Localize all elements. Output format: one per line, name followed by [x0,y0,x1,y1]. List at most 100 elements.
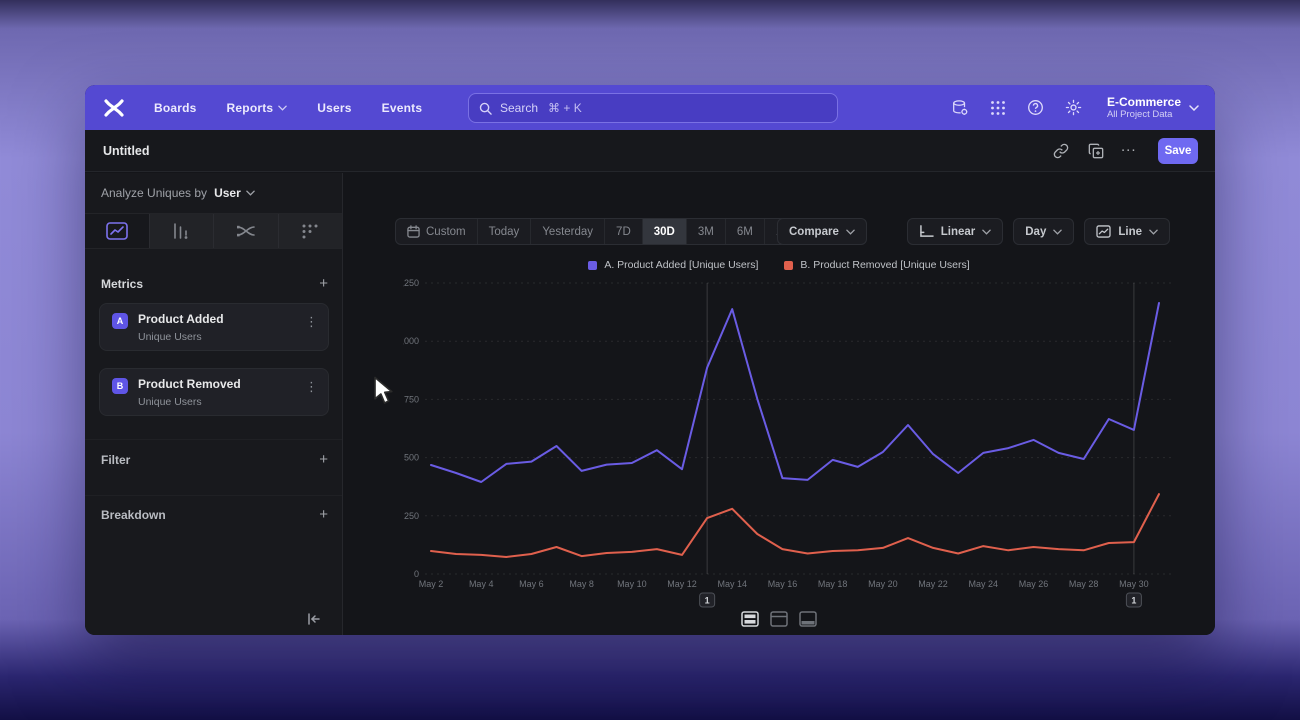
copy-link-icon[interactable] [1053,143,1069,159]
x-axis-tick: May 14 [717,579,747,589]
interval-selector-button[interactable]: Day [1013,218,1075,245]
compare-button[interactable]: Compare [777,218,867,245]
duplicate-icon[interactable] [1088,143,1104,159]
x-axis-tick: May 2 [419,579,444,589]
nav-item-boards[interactable]: Boards [154,100,197,115]
metric-title: Product Removed [138,377,241,391]
annotation-badge[interactable] [1125,592,1142,608]
range-button-6m[interactable]: 6M [726,219,765,244]
retention-dots-icon [302,224,318,239]
y-axis-tick: 0 [414,569,419,579]
range-button-today[interactable]: Today [478,219,532,244]
chart-type-selector-button[interactable]: Line [1084,218,1170,245]
scale-selector-button[interactable]: Linear [906,218,1004,245]
legend-label: A. Product Added [Unique Users] [604,259,759,271]
linear-axis-icon [919,225,934,237]
legend-label: B. Product Removed [Unique Users] [800,259,970,271]
chevron-down-icon [846,229,855,235]
breakdown-label: Breakdown [101,507,166,522]
date-range-selector: CustomTodayYesterday7D30D3M6M12M [395,218,811,245]
x-axis-tick: May 20 [868,579,898,589]
layout-toggle-group [741,611,817,627]
metric-kebab-icon[interactable]: ⋮ [305,379,318,394]
metrics-header: Metrics + [101,275,328,292]
chart-canvas[interactable]: 0 250 500 750 1,000 1,250 1 1 May 2 May 4 May 6 May… [403,273,1193,618]
metric-kebab-icon[interactable]: ⋮ [305,314,318,329]
report-title[interactable]: Untitled [103,144,150,158]
range-button-yesterday[interactable]: Yesterday [531,219,606,244]
apps-grid-icon[interactable] [989,99,1007,117]
metric-subtitle: Unique Users [138,396,202,408]
chevron-down-icon [1149,229,1158,235]
add-filter-button[interactable]: + [319,451,328,468]
metric-title: Product Added [138,312,224,326]
tab-funnels[interactable] [149,214,214,248]
chart-panel: CustomTodayYesterday7D30D3M6M12M Compare… [343,173,1215,635]
project-selector[interactable]: E-Commerce All Project Data [1106,95,1199,120]
layout-bottom-bar-icon[interactable] [799,611,817,627]
metric-badge: A [112,313,128,329]
x-axis-tick: May 26 [1019,579,1049,589]
data-management-icon[interactable] [951,99,969,117]
report-type-tabs [85,214,342,249]
y-axis-tick: 500 [404,453,419,463]
nav-item-reports[interactable]: Reports [227,101,288,115]
chart-options: Linear Day Line [906,218,1170,245]
project-subtitle: All Project Data [1106,108,1173,120]
save-button[interactable]: Save [1158,138,1198,164]
add-breakdown-button[interactable]: + [319,506,328,523]
settings-gear-icon[interactable] [1065,99,1083,117]
tab-flows[interactable] [214,214,279,248]
chevron-down-icon [982,229,992,235]
metric-subtitle: Unique Users [138,331,202,343]
tab-retention[interactable] [278,214,342,248]
search-input[interactable]: Search ⌘ + K [468,93,838,123]
query-sidebar: Analyze Uniques by User [85,173,343,635]
legend-swatch [784,260,794,270]
x-axis-tick: May 30 [1119,579,1149,589]
analyze-label: Analyze Uniques by [101,186,208,200]
series-line[interactable] [430,493,1160,558]
nav-right: E-Commerce All Project Data [951,85,1215,130]
metric-card-a[interactable]: A Product Added Unique Users ⋮ [99,303,329,351]
more-options-button[interactable]: ... [1121,138,1137,155]
range-button-7d[interactable]: 7D [605,219,643,244]
divider [85,495,342,496]
insights-chart-icon [105,222,128,240]
scale-label: Linear [940,225,976,238]
annotation-badge-label: 1 [1131,596,1136,606]
collapse-sidebar-icon[interactable] [305,611,323,627]
legend-item[interactable]: B. Product Removed [Unique Users] [784,259,970,271]
chevron-down-icon [278,105,288,111]
search-shortcut: ⌘ + K [548,101,582,115]
range-button-30d[interactable]: 30D [642,219,687,244]
breakdown-header: Breakdown + [101,506,328,523]
tab-insights[interactable] [85,214,150,248]
annotation-badge[interactable] [699,592,716,608]
top-nav: Boards Reports Users Events Search ⌘ + K [85,85,1215,130]
report-title-bar: Untitled ... Save [85,130,1215,172]
range-button-custom[interactable]: Custom [396,219,478,244]
layout-split-rows-icon[interactable] [741,611,759,627]
add-metric-button[interactable]: + [319,275,328,292]
x-axis-tick: May 22 [918,579,948,589]
x-axis-tick: May 8 [569,579,594,589]
x-axis-tick: May 18 [818,579,848,589]
x-axis-tick: May 24 [969,579,999,589]
chevron-down-icon [1053,229,1063,235]
help-icon[interactable] [1027,99,1045,117]
nav-item-users[interactable]: Users [317,100,352,115]
chevron-down-icon [245,190,255,196]
analyze-value-dropdown[interactable]: User [214,186,241,200]
legend-item[interactable]: A. Product Added [Unique Users] [588,259,758,271]
nav-item-events[interactable]: Events [381,100,423,115]
analyze-row: Analyze Uniques by User [85,173,342,214]
mixpanel-logo-icon[interactable] [102,97,126,119]
layout-top-bar-icon[interactable] [770,611,788,627]
metric-card-b[interactable]: B Product Removed Unique Users ⋮ [99,368,329,416]
chevron-down-icon [1189,104,1199,111]
range-button-3m[interactable]: 3M [687,219,726,244]
y-axis-tick: 750 [404,394,419,404]
series-line[interactable] [430,302,1160,483]
